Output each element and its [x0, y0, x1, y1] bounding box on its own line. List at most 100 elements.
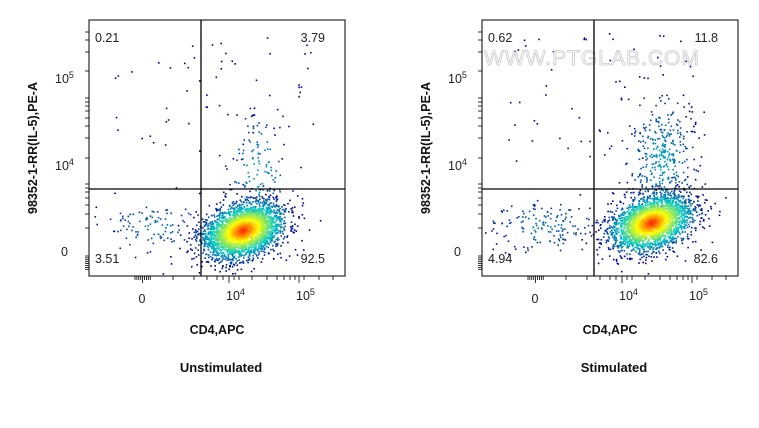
event-dot [274, 134, 276, 136]
event-dot [271, 235, 274, 238]
event-dot [222, 217, 224, 220]
event-dot [649, 242, 651, 244]
event-dot [681, 242, 684, 245]
event-dot [616, 245, 618, 247]
event-dot [613, 245, 616, 247]
event-dot [284, 204, 286, 207]
event-dot [515, 160, 518, 162]
event-dot [627, 245, 630, 248]
event-dot [280, 223, 282, 226]
event-dot [288, 211, 290, 213]
event-dot [621, 222, 624, 225]
event-dot [676, 231, 678, 234]
event-dot [588, 218, 590, 221]
event-dot [269, 190, 271, 192]
event-dot [578, 208, 580, 210]
event-dot [656, 247, 658, 249]
event-dot [692, 208, 695, 210]
event-dot [156, 220, 159, 223]
event-dot [623, 236, 626, 238]
event-dot [615, 210, 617, 212]
event-dot [279, 211, 281, 214]
event-dot [623, 218, 626, 221]
event-dot [229, 224, 231, 227]
event-dot [249, 107, 252, 110]
event-dot [247, 249, 250, 251]
event-dot [643, 198, 645, 201]
event-dot [235, 215, 237, 217]
event-dot [114, 192, 116, 195]
event-dot [275, 228, 277, 231]
event-dot [692, 209, 694, 212]
event-dot [211, 233, 214, 236]
event-dot [670, 142, 673, 144]
event-dot [687, 209, 690, 211]
event-dot [262, 235, 265, 238]
event-dot [245, 246, 247, 249]
event-dot [663, 186, 666, 188]
event-dot [225, 212, 228, 215]
event-dot [559, 137, 561, 140]
event-dot [532, 214, 535, 216]
event-dot [94, 216, 97, 218]
event-dot [171, 240, 173, 243]
event-dot [240, 232, 243, 234]
event-dot [221, 225, 223, 228]
event-dot [258, 220, 261, 223]
event-dot [516, 217, 518, 219]
event-dot [214, 236, 217, 238]
event-dot [699, 220, 701, 223]
event-dot [635, 250, 637, 253]
event-dot [583, 37, 586, 39]
event-dot [557, 224, 560, 226]
event-dot [657, 56, 659, 59]
event-dot [205, 238, 208, 241]
event-dot [238, 148, 240, 151]
event-dot [259, 228, 261, 230]
event-dot [242, 208, 244, 210]
event-dot [260, 133, 263, 135]
event-dot [673, 205, 675, 208]
event-dot [273, 221, 275, 223]
event-dot [222, 242, 225, 244]
event-dot [687, 205, 690, 207]
event-dot [259, 222, 261, 224]
event-dot [217, 259, 220, 262]
event-dot [669, 201, 672, 203]
event-dot [290, 230, 292, 232]
event-dot [241, 249, 243, 251]
event-dot [258, 160, 260, 162]
event-dot [616, 239, 618, 242]
event-dot [615, 237, 618, 239]
event-dot [672, 139, 674, 142]
event-dot [714, 202, 716, 205]
event-dot [237, 211, 239, 213]
event-dot [240, 250, 243, 253]
event-dot [232, 255, 234, 258]
event-dot [628, 204, 631, 206]
event-dot [661, 171, 664, 174]
event-dot [202, 233, 205, 235]
event-dot [647, 77, 649, 80]
event-dot [589, 207, 591, 210]
event-dot [222, 265, 224, 267]
event-dot [261, 257, 264, 260]
event-dot [670, 204, 672, 206]
event-dot [654, 185, 657, 188]
event-dot [261, 197, 264, 199]
event-dot [129, 213, 131, 216]
event-dot [211, 256, 214, 259]
event-dot [624, 236, 627, 238]
event-dot [677, 203, 679, 205]
event-dot [586, 217, 588, 220]
event-dot [612, 231, 615, 234]
event-dot [685, 224, 688, 227]
event-dot [644, 141, 647, 144]
event-dot [612, 200, 614, 202]
event-dot [220, 249, 222, 251]
event-dot [211, 220, 213, 223]
event-dot [191, 258, 193, 260]
event-dot [622, 230, 624, 232]
event-dot [620, 236, 622, 238]
event-dot [270, 220, 273, 222]
